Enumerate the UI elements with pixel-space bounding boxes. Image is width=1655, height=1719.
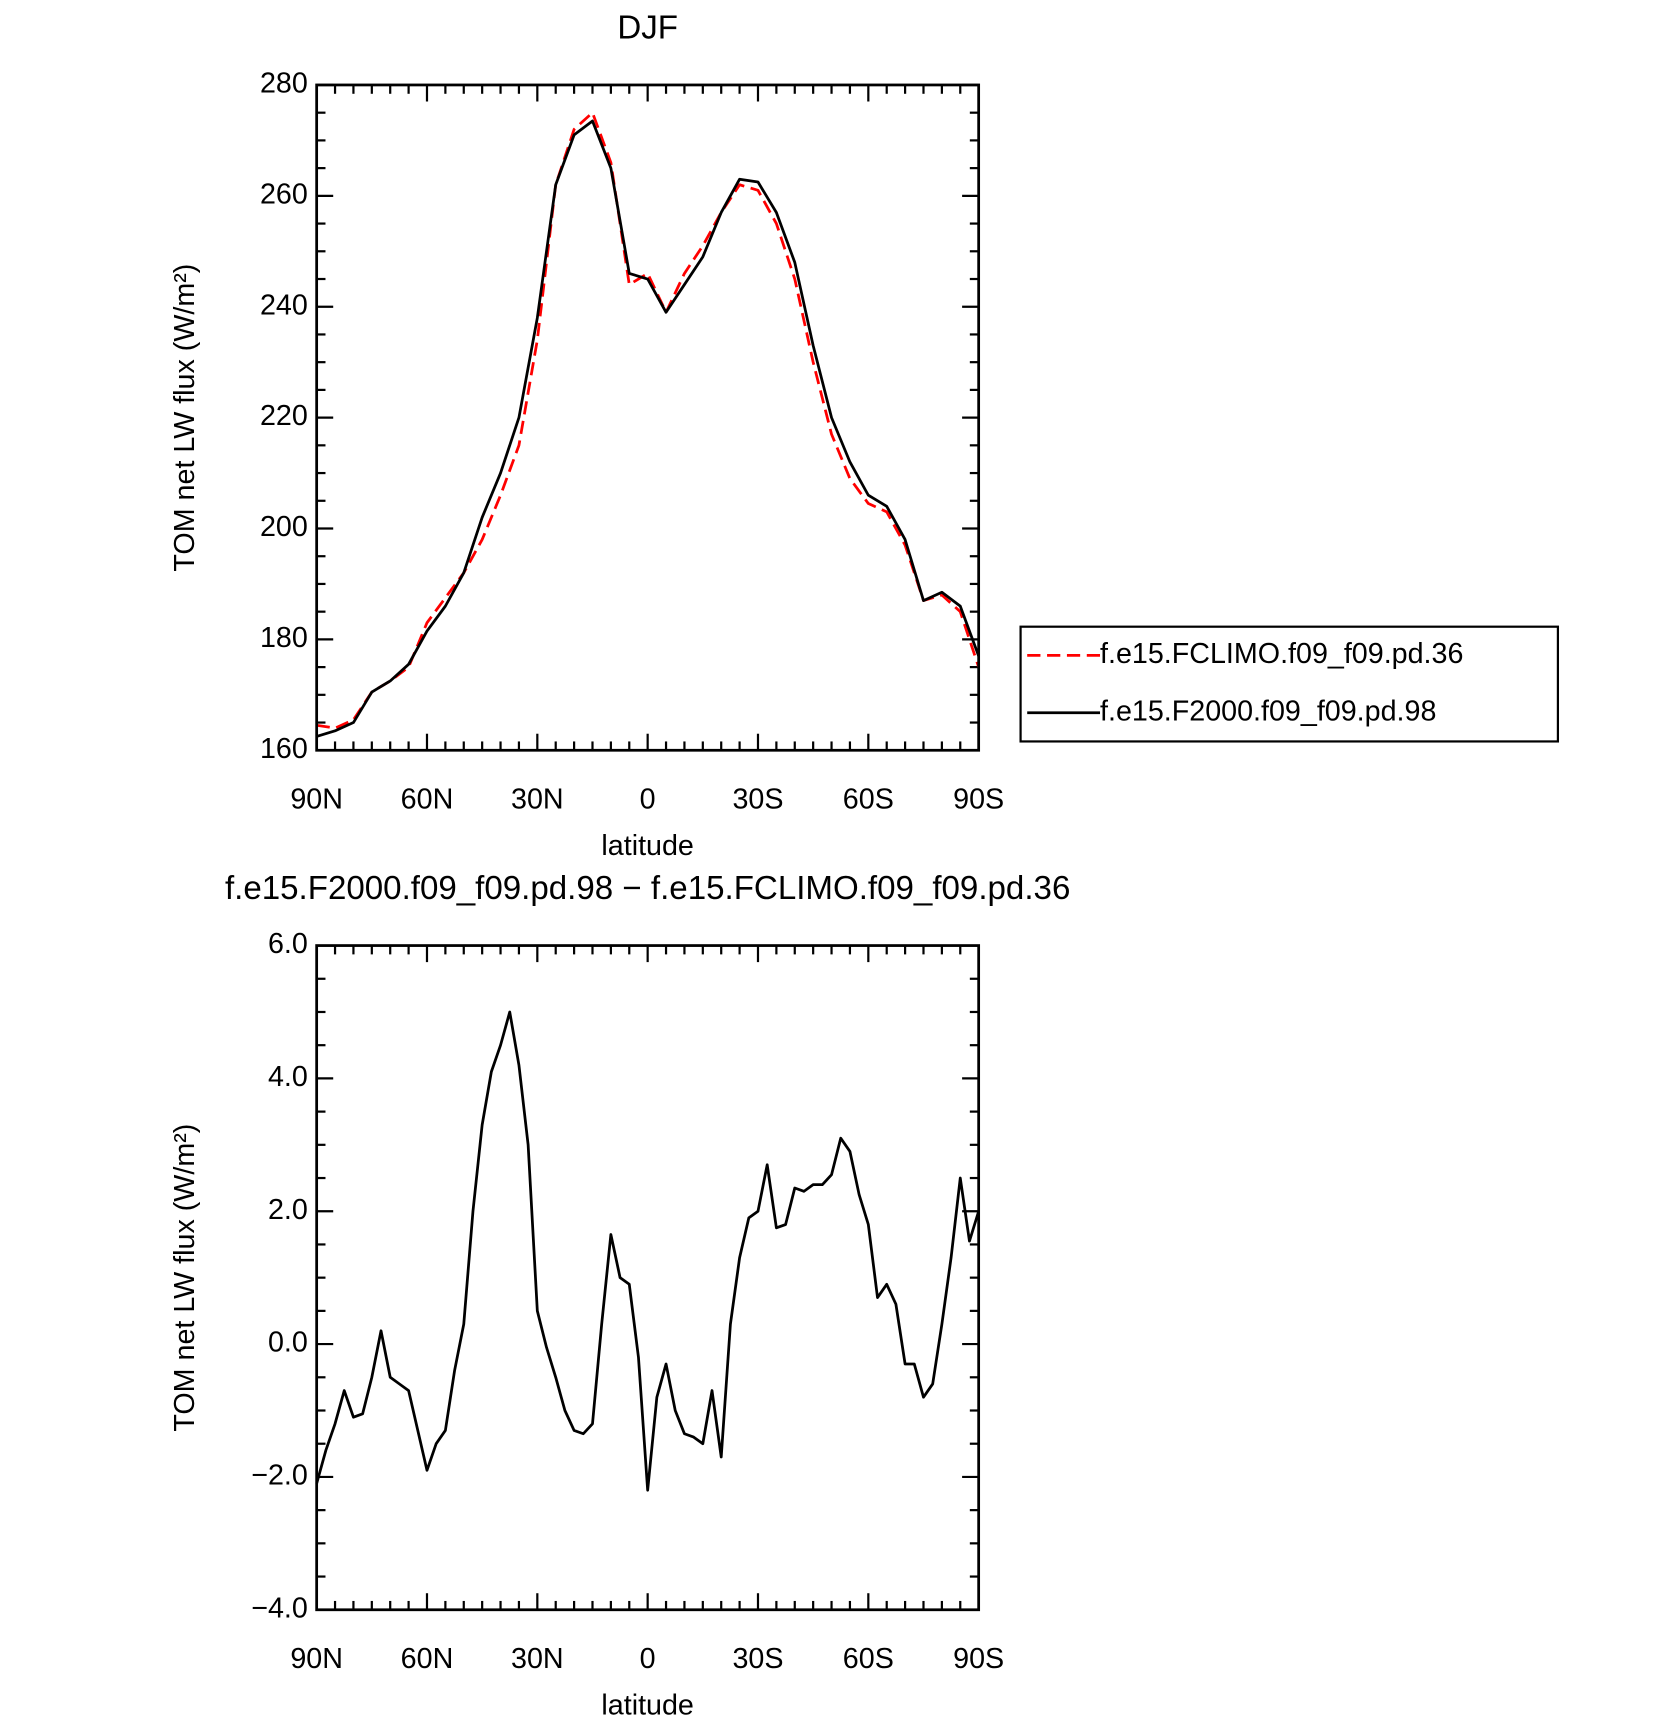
chart-title: DJF: [617, 10, 678, 47]
x-tick-label: 90S: [953, 1643, 1004, 1675]
x-tick-label: 90N: [290, 784, 343, 816]
y-tick-label: 2.0: [268, 1194, 308, 1226]
x-axis-label: latitude: [601, 830, 693, 862]
y-tick-label: 280: [260, 68, 308, 100]
x-tick-label: 90S: [953, 784, 1004, 816]
data-line: [316, 111, 980, 730]
data-line: [315, 1010, 980, 1492]
y-tick-label: 200: [260, 511, 308, 543]
y-axis-label: TOM net LW flux (W/m²): [169, 264, 201, 572]
legend-label: f.e15.F2000.f09_f09.pd.98: [1100, 695, 1436, 727]
y-tick-label: 240: [260, 289, 308, 321]
x-tick-label: 30N: [511, 784, 564, 816]
y-tick-label: 6.0: [268, 928, 308, 960]
x-tick-label: 30S: [732, 784, 783, 816]
x-tick-label: 0: [640, 784, 656, 816]
x-tick-label: 0: [640, 1643, 656, 1675]
x-tick-label: 60N: [401, 784, 454, 816]
legend-label: f.e15.FCLIMO.f09_f09.pd.36: [1100, 638, 1463, 670]
y-tick-label: 180: [260, 622, 308, 654]
y-tick-label: 220: [260, 400, 308, 432]
legend-box: [1019, 625, 1560, 743]
x-tick-label: 60S: [843, 1643, 894, 1675]
y-tick-label: 260: [260, 178, 308, 210]
plot-frame: [315, 83, 981, 752]
x-axis-label: latitude: [601, 1689, 693, 1719]
chart-title: f.e15.F2000.f09_f09.pd.98 − f.e15.FCLIMO…: [225, 870, 1070, 907]
y-tick-label: −2.0: [251, 1460, 308, 1492]
y-tick-label: 0.0: [268, 1327, 308, 1359]
data-line: [316, 119, 980, 738]
x-tick-label: 30N: [511, 1643, 564, 1675]
x-tick-label: 30S: [732, 1643, 783, 1675]
y-tick-label: 4.0: [268, 1061, 308, 1093]
x-tick-label: 60N: [401, 1643, 454, 1675]
y-tick-label: −4.0: [251, 1592, 308, 1624]
y-axis-label: TOM net LW flux (W/m²): [169, 1124, 201, 1432]
plot-frame: [315, 944, 981, 1612]
x-tick-label: 90N: [290, 1643, 343, 1675]
y-tick-label: 160: [260, 733, 308, 765]
x-tick-label: 60S: [843, 784, 894, 816]
